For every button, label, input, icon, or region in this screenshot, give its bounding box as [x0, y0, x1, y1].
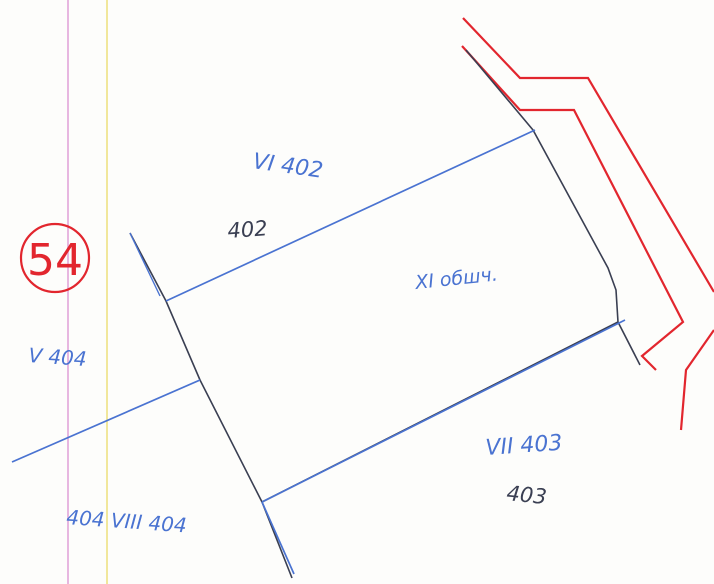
label-vi-402: VI 402: [251, 149, 324, 184]
blue-boundary-north-tick: [129, 232, 161, 297]
label-v-404: V 404: [28, 343, 88, 371]
red-boundary-inner: [461, 45, 685, 371]
blue-boundary-bottom: [261, 319, 626, 503]
sheet-number-circle: [19, 222, 91, 294]
parcel-outline-right: [465, 49, 641, 366]
label-parcel-403: 403: [505, 481, 547, 509]
sheet-number-text: 54: [27, 235, 83, 286]
blue-boundary-top: [165, 129, 536, 302]
sheet-number-stamp: 54: [19, 222, 91, 294]
blue-boundary-west: [11, 379, 201, 463]
label-parcel-402: 402: [227, 216, 269, 243]
label-vii-403: VII 403: [485, 431, 564, 461]
blue-boundary-south-tick: [261, 501, 295, 575]
label-viii-404: 404 VIII 404: [66, 505, 188, 537]
label-xi-obshch: XI обшч.: [413, 263, 498, 294]
red-boundary-lower: [679, 329, 714, 431]
red-boundary-outer: [462, 17, 714, 293]
